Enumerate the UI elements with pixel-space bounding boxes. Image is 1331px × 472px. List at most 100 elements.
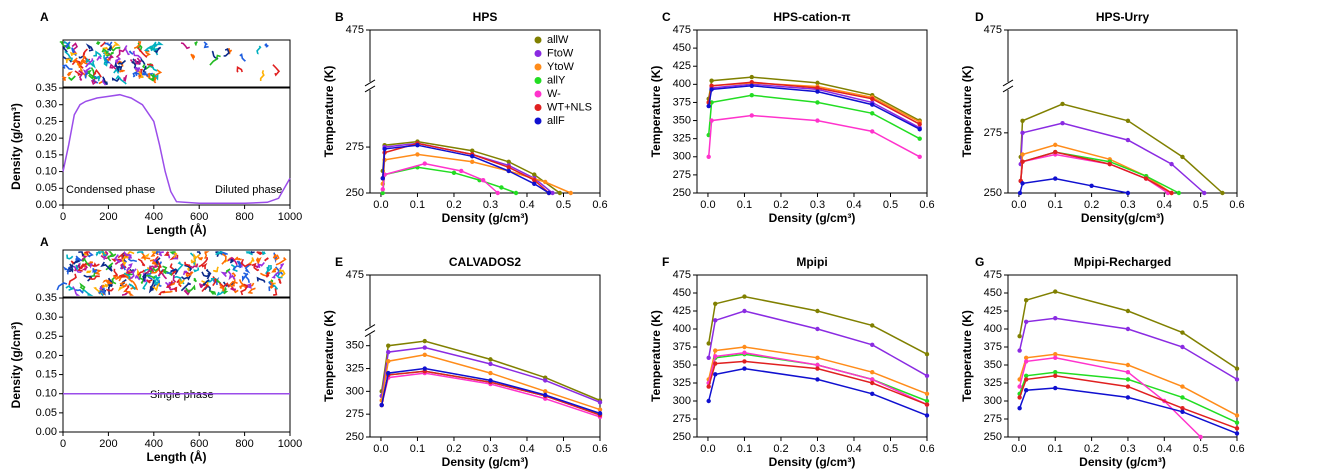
snapshot-chain — [197, 255, 204, 261]
data-point — [1125, 326, 1131, 332]
snapshot-chain — [279, 268, 286, 278]
data-point — [1053, 385, 1058, 391]
panel-letter: E — [335, 255, 343, 269]
snapshot-chain — [196, 251, 202, 255]
data-point — [1053, 142, 1058, 148]
y-tick-label: 0.05 — [36, 407, 57, 419]
y-tick-label: 475 — [984, 24, 1002, 36]
snapshot-chain — [162, 265, 168, 275]
annotation: Single phase — [150, 389, 214, 401]
panel: 250 275 300 325 350 375 400 425 450 475 0.0 0.1 0.2 0… — [649, 10, 934, 225]
data-point — [706, 384, 711, 389]
x-tick-label: 0.3 — [1120, 199, 1135, 211]
snapshot-chain — [95, 75, 101, 82]
snapshot-chain — [185, 271, 194, 278]
snapshot-chain — [126, 251, 135, 259]
y-tick-label: 350 — [346, 340, 364, 352]
data-point — [380, 187, 385, 192]
snapshot-chain — [103, 251, 109, 258]
data-point — [488, 378, 493, 383]
snapshot-chain — [117, 252, 128, 259]
legend-marker — [534, 77, 542, 84]
snapshot-chain — [73, 265, 82, 273]
snapshot-chain — [229, 257, 235, 264]
x-tick-label: 0.2 — [1084, 443, 1099, 455]
y-tick-label: 275 — [346, 141, 364, 153]
data-point — [382, 146, 387, 152]
data-point — [924, 373, 930, 378]
snapshot-chain — [78, 251, 87, 257]
snapshot-chain — [158, 265, 165, 274]
snapshot-chain — [98, 251, 107, 257]
snapshot-chain — [86, 270, 92, 274]
snapshot-chain — [122, 290, 130, 296]
data-point — [506, 159, 511, 164]
snapshot-chain — [118, 274, 127, 278]
snapshot-chain — [65, 41, 71, 49]
snapshot-chain — [185, 284, 196, 294]
data-point — [1017, 348, 1022, 353]
data-point — [1125, 137, 1131, 143]
data-point — [1023, 377, 1029, 382]
data-point — [713, 361, 718, 366]
snapshot-chain — [90, 78, 97, 86]
x-tick-label: 0.5 — [1193, 199, 1208, 211]
data-point — [422, 366, 427, 371]
data-point — [1023, 319, 1029, 324]
data-point — [1234, 431, 1240, 436]
snapshot-chain — [236, 65, 243, 73]
y-tick-label: 0.00 — [36, 426, 57, 438]
snapshot-chain — [124, 290, 134, 296]
data-point — [513, 190, 519, 196]
data-point — [459, 168, 464, 174]
panel: 250 275 300 325 350 475 0.0 0.1 0.2 0.3 0.4 0.5 0.6 D… — [322, 255, 607, 469]
snapshot-chain — [180, 282, 192, 292]
snapshot-chain — [146, 279, 153, 284]
snapshot-chain — [123, 251, 133, 259]
data-point — [1180, 384, 1185, 389]
x-tick-label: 0.4 — [846, 199, 861, 211]
data-point — [815, 355, 820, 360]
snapshot-chain — [131, 60, 137, 71]
snapshot-chain — [84, 71, 90, 79]
legend-marker — [534, 104, 542, 111]
legend-label: allW — [547, 34, 569, 46]
data-point — [1125, 370, 1131, 375]
x-axis-label: Density (g/cm³) — [442, 455, 529, 469]
data-point — [742, 350, 747, 355]
snapshot-chain — [123, 272, 131, 280]
y-tick-label: 425 — [673, 60, 691, 72]
data-point — [709, 83, 714, 88]
data-point — [706, 341, 711, 346]
snapshot-frame — [62, 39, 291, 88]
data-point — [1180, 344, 1185, 350]
snapshot-chain — [279, 263, 285, 269]
snapshot-chain — [68, 75, 76, 82]
y-tick-label: 0.20 — [36, 132, 57, 144]
series-line — [1019, 122, 1205, 194]
x-tick-label: 0.5 — [556, 443, 571, 455]
x-tick-label: 0.6 — [592, 199, 607, 211]
y-tick-label: 0.15 — [36, 368, 57, 380]
data-point — [499, 185, 504, 190]
x-axis-label: Density (g/cm³) — [769, 211, 856, 225]
data-point — [1143, 176, 1149, 181]
y-axis-label: Temperature (K) — [960, 310, 974, 402]
snapshot-chain — [221, 253, 227, 265]
panel: 250 275 300 325 350 375 400 425 450 475 0.0 0.1 0.2 0… — [960, 255, 1244, 469]
snapshot-chain — [102, 279, 113, 285]
data-point — [713, 354, 718, 359]
series-line — [1019, 103, 1224, 194]
y-tick-label: 275 — [673, 413, 691, 425]
plot-frame — [369, 29, 601, 194]
snapshot-chain — [227, 270, 236, 281]
snapshot-chain — [111, 258, 121, 263]
x-tick-label: 200 — [99, 211, 117, 223]
x-tick-label: 0.0 — [373, 443, 388, 455]
legend-label: allY — [547, 74, 566, 86]
x-axis-label: Density (g/cm³) — [769, 455, 856, 469]
data-point — [1220, 190, 1225, 196]
legend-marker — [534, 63, 542, 71]
data-point — [1020, 159, 1025, 164]
snapshot-chain — [253, 265, 261, 269]
